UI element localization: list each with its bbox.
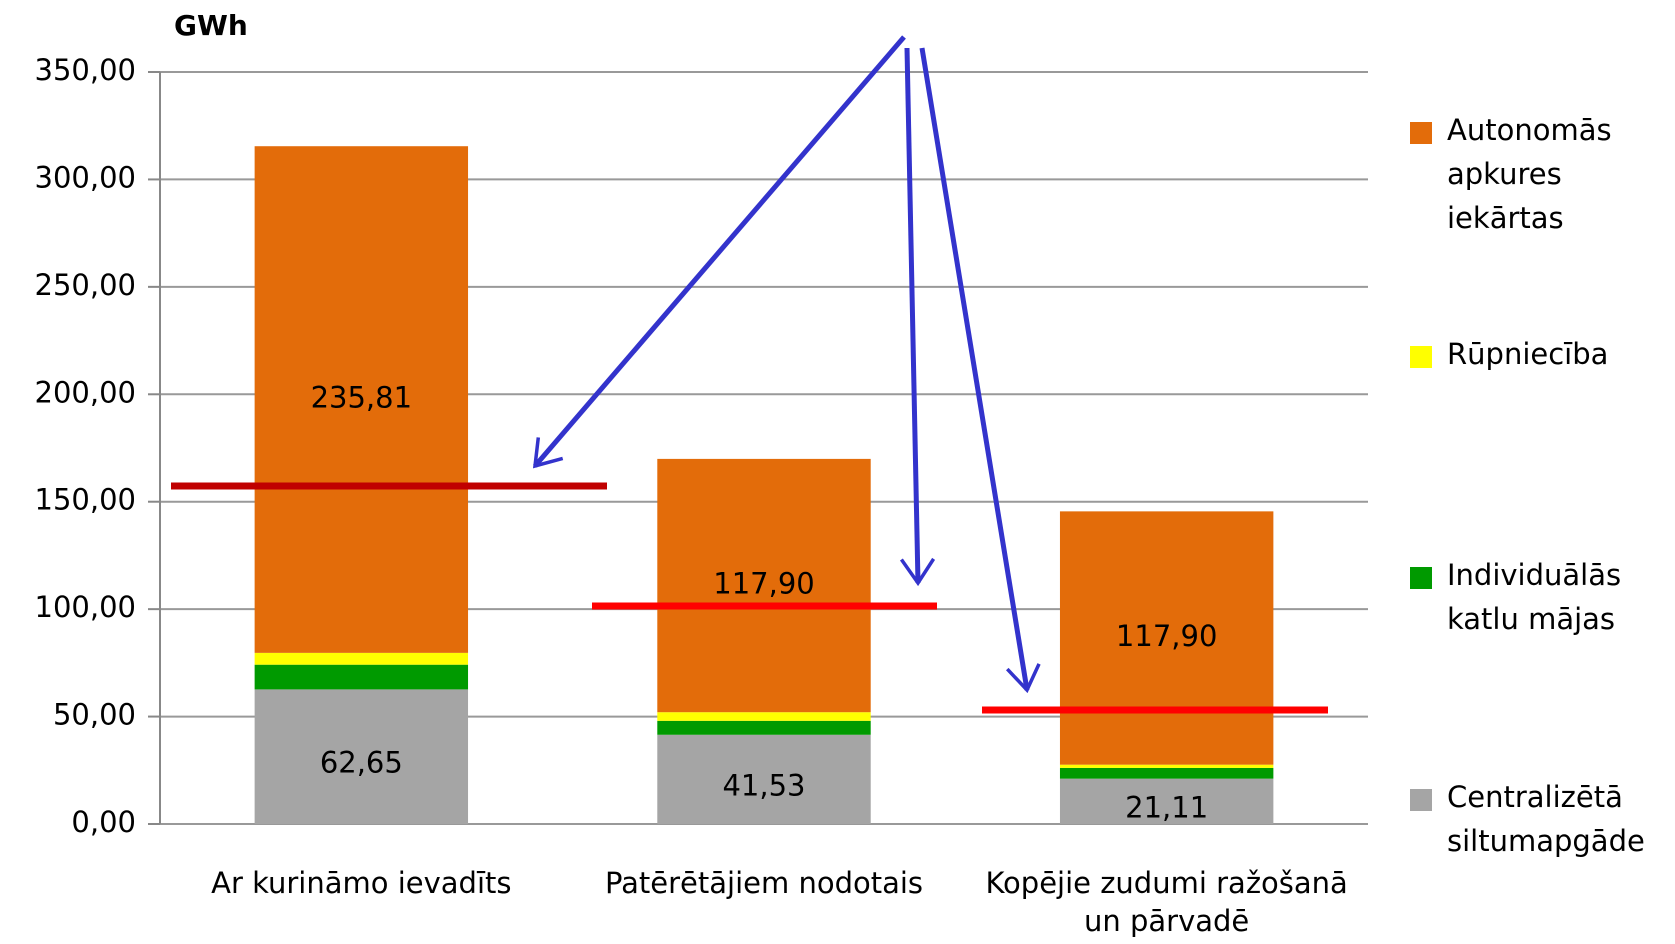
y-tick-label: 250,00 <box>35 268 136 302</box>
y-tick-label: 300,00 <box>35 160 136 194</box>
legend-label: Rūpniecība <box>1447 337 1609 371</box>
chart-title: GWh <box>174 9 248 42</box>
arrow <box>919 47 1041 694</box>
bar-segment <box>254 652 469 665</box>
x-tick-label: Ar kurināmo ievadīts <box>211 866 512 900</box>
data-label: 117,90 <box>1116 619 1217 653</box>
y-tick-label: 150,00 <box>35 483 136 517</box>
data-label: 41,53 <box>722 768 805 802</box>
annotations <box>171 35 1328 714</box>
bar-segment <box>657 712 871 721</box>
data-label: 62,65 <box>320 746 403 780</box>
bar-segment <box>1059 764 1274 768</box>
bar-segment <box>1059 511 1274 765</box>
y-tick-label: 50,00 <box>53 698 136 732</box>
y-tick-label: 0,00 <box>71 805 136 839</box>
legend-swatch <box>1410 567 1432 589</box>
bar-segment <box>657 734 871 824</box>
arrow <box>532 35 906 469</box>
bar-segment <box>1059 778 1274 824</box>
y-tick-label: 350,00 <box>35 53 136 87</box>
bar-segment <box>254 689 469 824</box>
bar-segment <box>254 664 469 690</box>
legend-label: Autonomās apkures iekārtas <box>1447 113 1612 235</box>
bar-segment <box>254 146 469 653</box>
legend-label: Individuālās katlu mājas <box>1447 558 1622 636</box>
bar-segment <box>1059 767 1274 779</box>
x-tick-label: Patērētājiem nodotais <box>604 866 924 900</box>
legend-label: Centralizētā siltumapgāde <box>1447 780 1645 858</box>
data-label: 21,11 <box>1125 790 1208 824</box>
y-tick-label: 100,00 <box>35 590 136 624</box>
legend-swatch <box>1410 789 1432 811</box>
bar-segment <box>657 720 871 735</box>
data-label: 235,81 <box>311 381 412 415</box>
legend-swatch <box>1410 346 1432 368</box>
arrow <box>899 47 936 587</box>
bar-segment <box>657 458 871 713</box>
x-tick-label: Kopējie zudumi ražošanā un pārvadē <box>985 866 1348 938</box>
y-tick-label: 200,00 <box>35 375 136 409</box>
data-label: 117,90 <box>713 567 814 601</box>
legend-swatch <box>1410 122 1432 144</box>
